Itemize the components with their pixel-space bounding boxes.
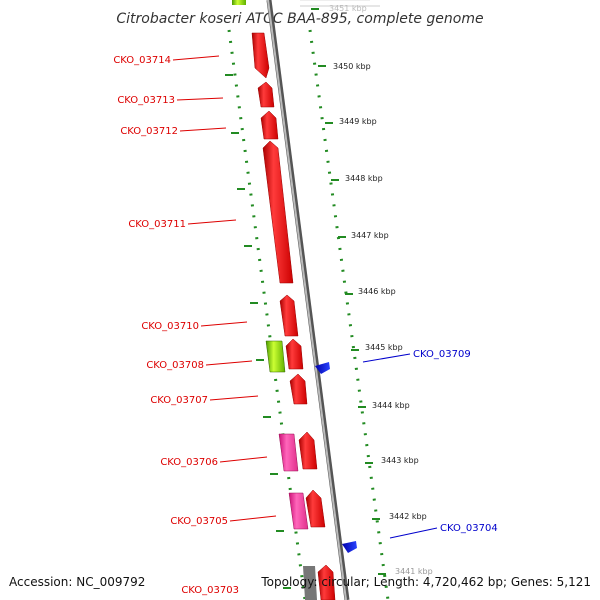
leader-line <box>187 219 237 225</box>
gene-label[interactable]: CKO_03709 <box>413 349 471 360</box>
leader-line <box>172 55 220 61</box>
leader-line <box>200 321 248 327</box>
leader-line <box>205 360 253 366</box>
leader-line <box>219 456 268 463</box>
gene-top-green[interactable] <box>232 0 246 5</box>
gene-label[interactable]: CKO_03714 <box>113 55 171 66</box>
right-leaders <box>362 353 438 539</box>
right-gene-labels: CKO_03709 CKO_03704 <box>413 349 498 534</box>
gene-cko-03707[interactable] <box>289 373 308 405</box>
tick-label: 3449 kbp <box>339 117 377 126</box>
tick-label: 3441 kbp <box>395 567 433 576</box>
tick-label: 3446 kbp <box>358 287 396 296</box>
gene-cko-03711[interactable] <box>262 140 294 284</box>
gene-cko-03704[interactable] <box>342 541 357 553</box>
gene-label[interactable]: CKO_03712 <box>120 126 178 137</box>
leader-line <box>176 97 224 101</box>
gene-label[interactable]: CKO_03706 <box>160 457 218 468</box>
gene-label[interactable]: CKO_03711 <box>128 219 186 230</box>
gene-label[interactable]: CKO_03704 <box>440 523 498 534</box>
other-genes <box>232 0 317 600</box>
gene-label[interactable]: CKO_03710 <box>141 321 199 332</box>
inner-scale-track <box>227 29 307 600</box>
inner-major-ticks <box>225 74 291 589</box>
gene-cko-03708[interactable] <box>265 340 286 373</box>
leader-line <box>362 353 411 363</box>
topology-label: Topology: circular; Length: 4,720,462 bp… <box>260 575 591 589</box>
left-leaders <box>172 55 277 522</box>
tick-label: 3450 kbp <box>333 62 371 71</box>
gene-cko-03714[interactable] <box>251 32 270 79</box>
map-title: Citrobacter koseri ATCC BAA-895, complet… <box>116 11 483 27</box>
left-gene-labels: CKO_03714 CKO_03713 CKO_03712 CKO_03711 … <box>113 55 239 596</box>
gene-cko-03709[interactable] <box>315 362 330 374</box>
gene-cko-03710[interactable] <box>279 294 299 337</box>
gene-label[interactable]: CKO_03705 <box>170 516 228 527</box>
accession-label: Accession: NC_009792 <box>9 575 145 589</box>
gene-label[interactable]: CKO_03707 <box>150 395 208 406</box>
gene-cko-03712[interactable] <box>260 110 279 140</box>
backbone-line <box>267 0 347 600</box>
tick-label: 3444 kbp <box>372 401 410 410</box>
gene-label[interactable]: CKO_03703 <box>181 585 239 596</box>
gene-cko-03713[interactable] <box>257 81 275 108</box>
gene-cko-03708b[interactable] <box>285 338 304 370</box>
tick-label: 3442 kbp <box>389 512 427 521</box>
outer-scale-track <box>308 29 390 600</box>
gene-cko-03706[interactable] <box>278 433 299 472</box>
leader-line <box>389 527 438 539</box>
tick-label: 3443 kbp <box>381 456 419 465</box>
gene-label[interactable]: CKO_03708 <box>146 360 204 371</box>
reverse-genes <box>315 362 357 553</box>
tick-label: 3448 kbp <box>345 174 383 183</box>
leader-line <box>179 127 227 132</box>
leader-line <box>229 515 277 522</box>
gene-cko-03705[interactable] <box>288 492 309 530</box>
gene-cko-03703[interactable] <box>317 564 336 600</box>
gene-cko-03705b[interactable] <box>305 489 326 528</box>
gene-label[interactable]: CKO_03713 <box>117 95 175 106</box>
leader-line <box>209 395 259 401</box>
tick-label: 3445 kbp <box>365 343 403 352</box>
gene-cko-03706b[interactable] <box>298 431 318 470</box>
tick-label: 3451 kbp <box>329 4 367 13</box>
outer-major-ticks <box>311 8 386 575</box>
gene-bottom-grey[interactable] <box>303 566 317 600</box>
scale-labels: 3451 kbp 3450 kbp 3449 kbp 3448 kbp 3447… <box>329 4 433 576</box>
forward-genes <box>251 32 336 600</box>
tick-label: 3447 kbp <box>351 231 389 240</box>
